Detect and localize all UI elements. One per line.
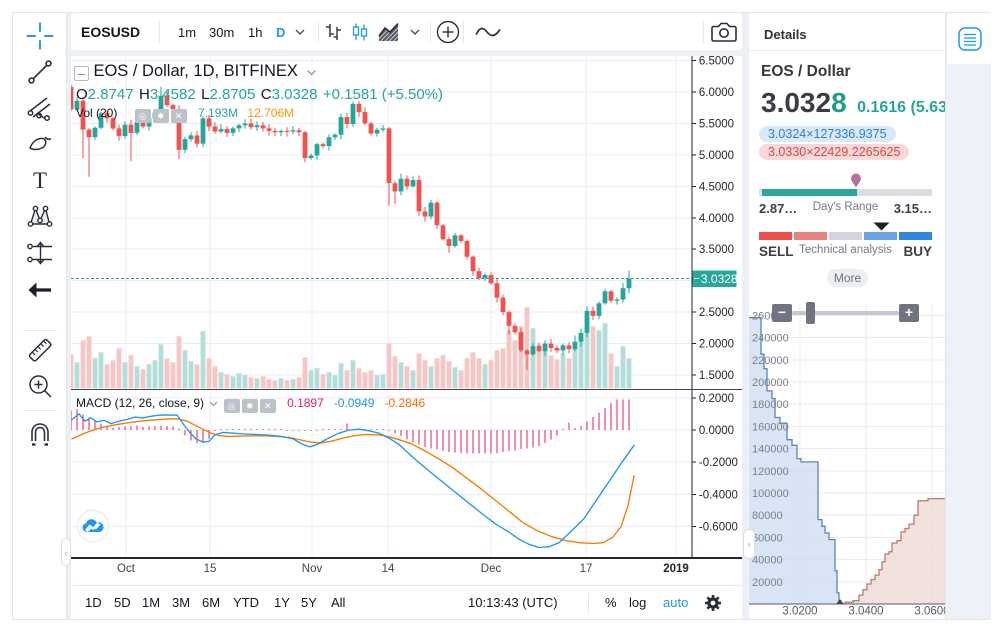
svg-text:3.5000: 3.5000 [699,244,734,256]
svg-text:4.5000: 4.5000 [699,181,734,193]
svg-text:80000: 80000 [752,510,783,522]
svg-text:3.0328: 3.0328 [701,272,738,286]
svg-text:17: 17 [580,563,593,575]
svg-text:T: T [33,168,47,193]
svg-text:14: 14 [382,563,395,575]
svg-text:40000: 40000 [752,555,783,567]
svg-text:180000: 180000 [752,399,789,411]
svg-text:3.0200: 3.0200 [782,606,817,618]
svg-text:5.5000: 5.5000 [699,118,734,130]
svg-text:100000: 100000 [752,488,789,500]
svg-text:15: 15 [204,563,217,575]
svg-text:0.2000: 0.2000 [699,393,734,405]
svg-text:6.5000: 6.5000 [699,56,734,68]
svg-text:5.0000: 5.0000 [699,150,734,162]
svg-text:1.5000: 1.5000 [699,370,734,382]
svg-text:Oct: Oct [117,563,136,575]
svg-text:-0.2000: -0.2000 [699,457,738,469]
svg-text:20000: 20000 [752,577,783,589]
svg-text:220000: 220000 [752,355,789,367]
svg-text:140000: 140000 [752,444,789,456]
svg-text:60000: 60000 [752,532,783,544]
svg-text:240000: 240000 [752,333,789,345]
svg-text:4.0000: 4.0000 [699,213,734,225]
svg-text:2.5000: 2.5000 [699,307,734,319]
svg-text:200000: 200000 [752,377,789,389]
svg-text:2019: 2019 [663,563,689,575]
svg-text:0.0000: 0.0000 [699,425,734,437]
svg-text:Dec: Dec [481,563,502,575]
svg-text:120000: 120000 [752,466,789,478]
svg-text:2.0000: 2.0000 [699,339,734,351]
svg-text:6.0000: 6.0000 [699,87,734,99]
svg-text:-0.6000: -0.6000 [699,522,738,534]
svg-text:160000: 160000 [752,421,789,433]
svg-text:-0.4000: -0.4000 [699,489,738,501]
svg-text:Nov: Nov [302,563,323,575]
svg-text:3.0400: 3.0400 [848,606,883,618]
